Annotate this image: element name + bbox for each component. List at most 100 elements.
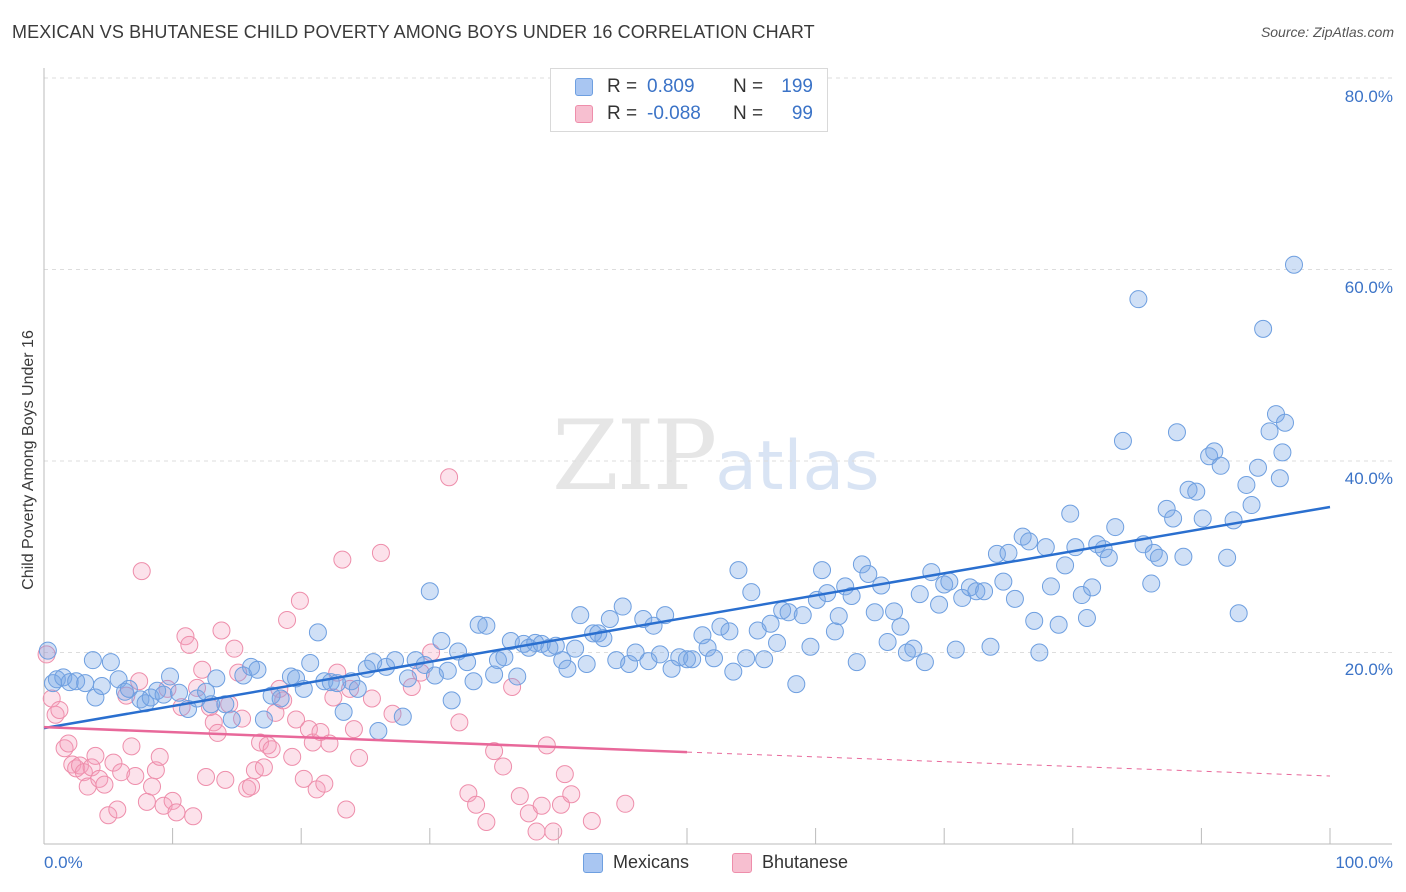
mexicans-point (1030, 643, 1049, 662)
bhutanese-point (254, 758, 273, 777)
bhutanese-point (122, 737, 141, 756)
mexicans-point (1242, 496, 1261, 515)
stats-legend: R = 0.809 N = 199 R = -0.088 N = 99 (550, 68, 828, 132)
mexicans-point (119, 679, 138, 698)
mexicans-point (83, 651, 102, 670)
trend-lines (43, 505, 1331, 777)
mexicans-point (254, 710, 273, 729)
mexicans-point (1061, 504, 1080, 523)
bhutanese-point (544, 822, 563, 841)
mexicans-point (698, 638, 717, 657)
bhutanese-point (188, 678, 207, 697)
mexicans-point (1056, 556, 1075, 575)
mexicans-point (711, 617, 730, 636)
mexicans-point (600, 609, 619, 628)
bhutanese-point (290, 591, 309, 610)
mexicans-point (910, 585, 929, 604)
mexicans-point (1174, 547, 1193, 566)
mexicans-point (287, 669, 306, 688)
bhutanese-point (180, 635, 199, 654)
mexicans-point (801, 637, 820, 656)
mexicans-point (705, 649, 724, 668)
bhutanese-point (262, 740, 281, 759)
mexicans-point (1106, 518, 1125, 537)
mexicans-point (438, 661, 457, 680)
y-tick-label: 80.0% (1344, 87, 1393, 106)
legend-row-mexicans: R = 0.809 N = 199 (575, 75, 813, 99)
mexicans-point (724, 662, 743, 681)
y-tick-label: 20.0% (1344, 660, 1393, 679)
mexicans-points (38, 255, 1303, 741)
mexicans-point (737, 649, 756, 668)
legend-n-label: N = (733, 76, 764, 97)
mexicans-point (571, 606, 590, 625)
bhutanese-point (582, 812, 601, 831)
mexicans-point (1083, 578, 1102, 597)
mexicans-point (76, 674, 95, 693)
chart-title: MEXICAN VS BHUTANESE CHILD POVERTY AMONG… (12, 22, 815, 42)
bhutanese-point (510, 787, 529, 806)
mexicans-point (393, 707, 412, 726)
mexicans-point (865, 603, 884, 622)
axes (43, 68, 1392, 845)
mexicans-point (1149, 548, 1168, 567)
mexicans-point (768, 633, 787, 652)
y-axis-label: Child Poverty Among Boys Under 16 (20, 330, 37, 590)
y-tick-label: 40.0% (1344, 469, 1393, 488)
bhutanese-point (212, 621, 231, 640)
mexicans-point (67, 672, 86, 691)
mexicans-point (779, 603, 798, 622)
mexicans-point (558, 659, 577, 678)
mexicans-point (1099, 548, 1118, 567)
mexicans-point (1224, 511, 1243, 530)
mexicans-point (859, 564, 878, 583)
mexicans-point (1142, 574, 1161, 593)
mexicans-point (566, 639, 585, 658)
mexicans-point (348, 679, 367, 698)
mexicans-point (420, 582, 439, 601)
mexicans-point (442, 691, 461, 710)
mexicans-point (922, 563, 941, 582)
bhutanese-point (450, 713, 469, 732)
mexicans-point (930, 595, 949, 614)
bhutanese-point (467, 795, 486, 814)
mexicans-point (101, 653, 120, 672)
bhutanese-point (477, 812, 496, 831)
mexicans-point (1129, 290, 1148, 309)
mexicans-point (878, 632, 897, 651)
mexicans-point (1284, 255, 1303, 274)
mexicans-point (161, 667, 180, 686)
mexicans-point (1041, 577, 1060, 596)
bhutanese-point (197, 767, 216, 786)
mexicans-point (464, 672, 483, 691)
mexicans-point (38, 641, 57, 660)
watermark-zip: ZIP (552, 400, 717, 512)
bhutanese-point (216, 770, 235, 789)
bhutanese-point (440, 468, 459, 487)
bhutanese-point (315, 774, 334, 793)
bhutanese-point (350, 748, 369, 767)
mexicans-point (847, 653, 866, 672)
mexicans-point (1020, 532, 1039, 551)
legend-swatch-bhutanese (575, 105, 593, 123)
mexicans-point (1260, 422, 1279, 441)
legend-label-bhutanese: Bhutanese (762, 852, 849, 872)
x-tick-label: 100.0% (1335, 853, 1393, 872)
mexicans-point (994, 572, 1013, 591)
legend-item-mexicans: Mexicans (583, 852, 689, 873)
mexicans-point (825, 622, 844, 641)
mexicans-point (1193, 509, 1212, 528)
bhutanese-point (146, 761, 165, 780)
bhutanese-point (283, 747, 302, 766)
bhutanese-point (130, 672, 149, 691)
mexicans-point (1025, 611, 1044, 630)
mexicans-point (86, 688, 105, 707)
mexicans-point (683, 650, 702, 669)
mexicans-point (458, 653, 477, 672)
mexicans-point (761, 614, 780, 633)
bhutanese-point (294, 769, 313, 788)
bhutanese-point (193, 660, 212, 679)
mexicans-point (222, 710, 241, 729)
legend-r-value: 0.809 (647, 76, 695, 97)
mexicans-point (432, 632, 451, 651)
